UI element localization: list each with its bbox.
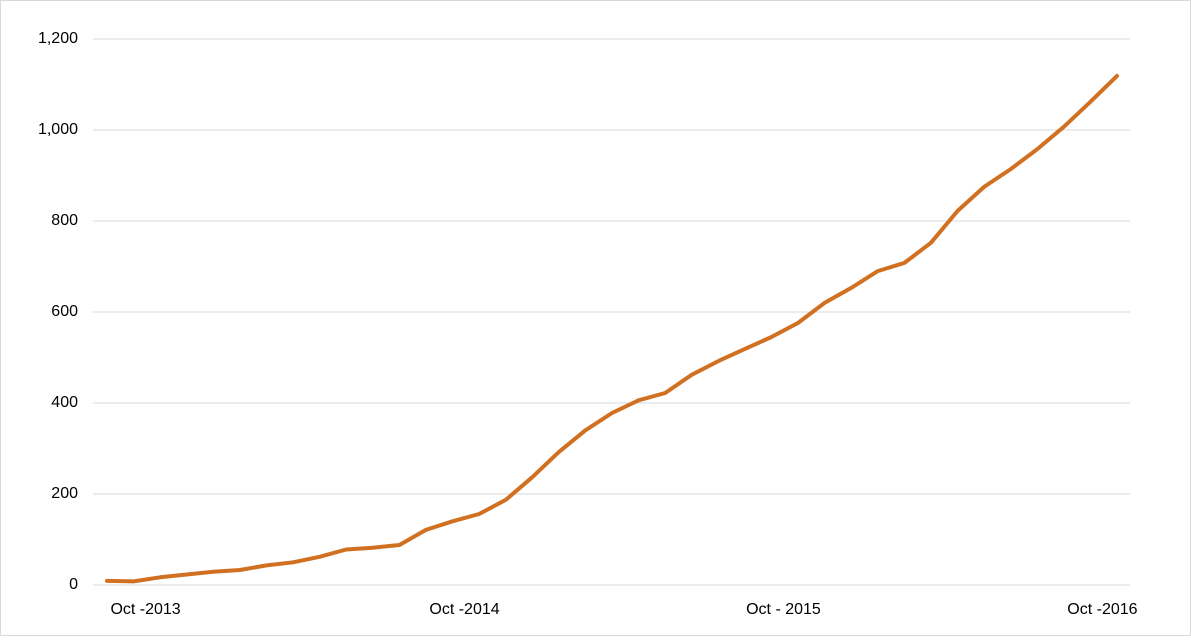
x-tick-label: Oct - 2015 bbox=[746, 601, 821, 618]
y-tick-label: 800 bbox=[51, 212, 78, 229]
y-tick-label: 200 bbox=[51, 485, 78, 502]
y-tick-label: 400 bbox=[51, 394, 78, 411]
y-tick-label: 1,000 bbox=[38, 121, 78, 138]
x-tick-label: Oct -2014 bbox=[429, 601, 499, 618]
data-line bbox=[105, 73, 1119, 584]
x-tick-label: Oct -2016 bbox=[1067, 601, 1137, 618]
x-tick-label: Oct -2013 bbox=[110, 601, 180, 618]
y-tick-label: 1,200 bbox=[38, 30, 78, 47]
y-tick-label: 600 bbox=[51, 303, 78, 320]
y-tick-label: 0 bbox=[69, 576, 78, 593]
